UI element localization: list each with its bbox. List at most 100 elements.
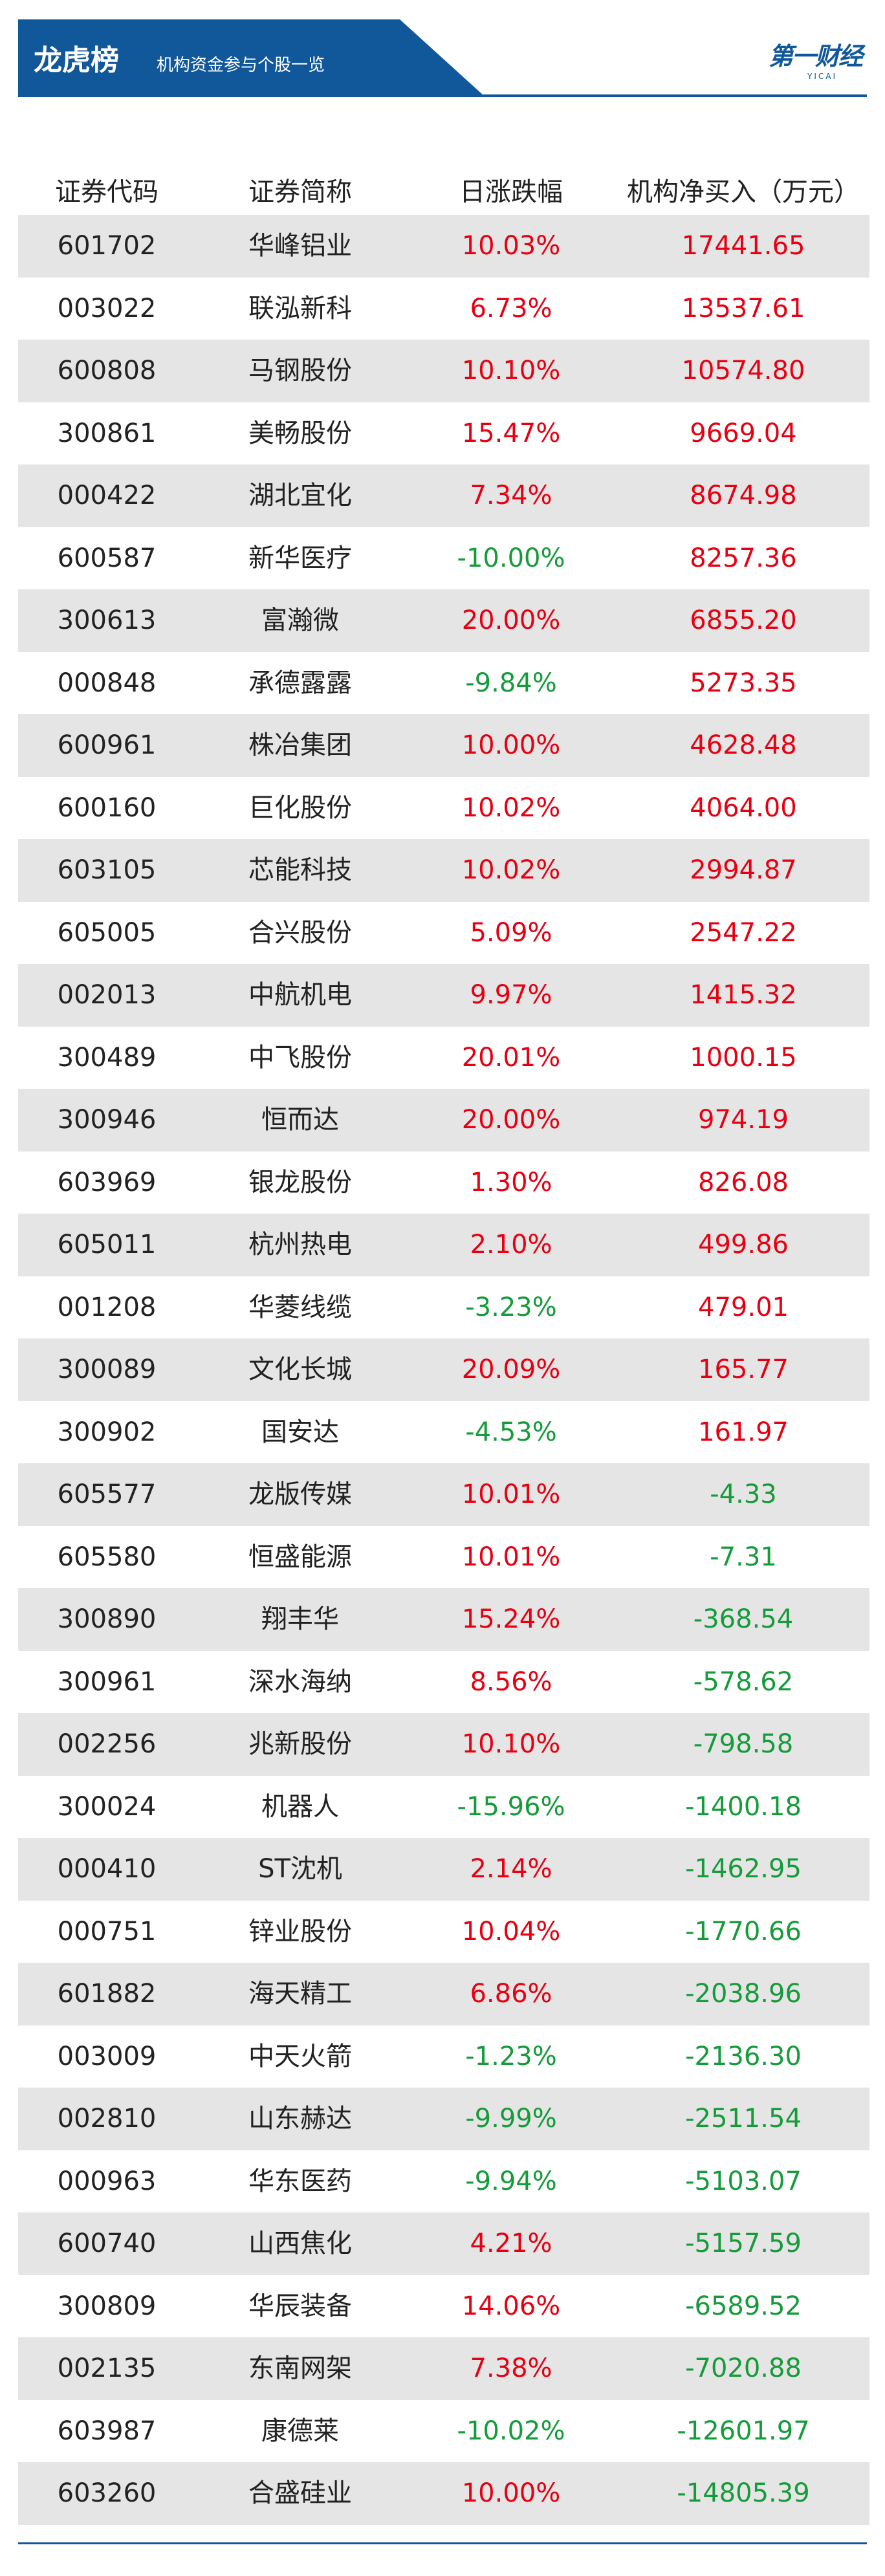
stock-name-cell: 华峰铝业 xyxy=(248,231,352,261)
net-buy-cell: -798.58 xyxy=(693,1729,794,1759)
stock-code-cell: 600808 xyxy=(57,356,157,386)
column-header-net-buy: 机构净买入（万元） xyxy=(627,177,860,207)
stock-name-cell: 锌业股份 xyxy=(248,1916,352,1947)
stock-name-cell: 株冶集团 xyxy=(248,730,352,760)
stock-code-cell: 605011 xyxy=(57,1230,157,1260)
stock-code-cell: 600160 xyxy=(57,792,157,823)
net-buy-cell: -2038.96 xyxy=(685,1979,802,2009)
stock-code-cell: 300961 xyxy=(57,1666,157,1697)
table-row: 300489 中飞股份 20.01% 1000.15 xyxy=(18,1027,869,1089)
daily-change-cell: 20.09% xyxy=(461,1355,561,1384)
stock-name-cell: 美畅股份 xyxy=(248,418,352,448)
stock-code-cell: 300089 xyxy=(57,1355,157,1384)
daily-change-cell: 15.24% xyxy=(461,1604,561,1634)
net-buy-cell: 165.77 xyxy=(698,1355,789,1384)
stock-name-cell: 华辰装备 xyxy=(248,2291,352,2321)
net-buy-cell: 1415.32 xyxy=(690,980,797,1010)
table-row: 300089 文化长城 20.09% 165.77 xyxy=(18,1338,869,1401)
stock-name-cell: 承德露露 xyxy=(248,668,352,698)
net-buy-cell: 4064.00 xyxy=(690,792,797,823)
net-buy-cell: -12601.97 xyxy=(677,2416,810,2446)
table-row: 000963 华东医药 -9.94% -5103.07 xyxy=(18,2150,869,2213)
daily-change-cell: -9.99% xyxy=(465,2104,557,2134)
daily-change-cell: 7.34% xyxy=(470,481,552,510)
stock-code-cell: 601702 xyxy=(57,231,157,261)
stock-name-cell: 康德莱 xyxy=(261,2416,339,2446)
daily-change-cell: 9.97% xyxy=(470,980,552,1010)
stock-name-cell: 杭州热电 xyxy=(248,1230,352,1260)
daily-change-cell: 8.56% xyxy=(470,1666,552,1697)
stock-code-cell: 603260 xyxy=(57,2478,157,2508)
stock-code-cell: 300024 xyxy=(57,1791,157,1822)
stock-code-cell: 603969 xyxy=(57,1167,157,1197)
stock-name-cell: 巨化股份 xyxy=(248,792,352,823)
column-header-code: 证券代码 xyxy=(55,177,158,207)
title-banner xyxy=(18,19,484,96)
stock-code-cell: 000422 xyxy=(57,481,157,510)
net-buy-cell: 6855.20 xyxy=(690,606,797,635)
stock-name-cell: 联泓新科 xyxy=(248,293,352,323)
stock-code-cell: 003009 xyxy=(57,2041,157,2071)
daily-change-cell: 20.00% xyxy=(461,606,561,635)
table-row: 300961 深水海纳 8.56% -578.62 xyxy=(18,1651,869,1714)
daily-change-cell: -9.84% xyxy=(465,668,557,698)
daily-change-cell: 10.02% xyxy=(461,855,561,885)
stock-code-cell: 300902 xyxy=(57,1417,157,1447)
net-buy-cell: 8257.36 xyxy=(690,543,797,573)
institution-net-buy-table: 证券代码 证券简称 日涨跌幅 机构净买入（万元） 601702 华峰铝业 10.03… xyxy=(18,169,869,2525)
stock-name-cell: 中航机电 xyxy=(248,980,352,1010)
table-row: 300902 国安达 -4.53% 161.97 xyxy=(18,1401,869,1464)
net-buy-cell: -7.31 xyxy=(710,1542,777,1572)
net-buy-cell: 5273.35 xyxy=(690,668,797,698)
footer-divider xyxy=(18,2542,867,2544)
daily-change-cell: 20.00% xyxy=(461,1105,561,1135)
daily-change-cell: 14.06% xyxy=(461,2291,561,2321)
table-row: 600160 巨化股份 10.02% 4064.00 xyxy=(18,777,869,840)
stock-name-cell: 芯能科技 xyxy=(248,855,352,885)
stock-name-cell: 合盛硅业 xyxy=(248,2478,352,2508)
table-row: 603987 康德莱 -10.02% -12601.97 xyxy=(18,2400,869,2463)
stock-code-cell: 000963 xyxy=(57,2166,157,2196)
stock-name-cell: 深水海纳 xyxy=(248,1666,352,1697)
net-buy-cell: 4628.48 xyxy=(690,730,797,760)
net-buy-cell: 479.01 xyxy=(698,1292,789,1322)
table-row: 001208 华菱线缆 -3.23% 479.01 xyxy=(18,1276,869,1339)
daily-change-cell: -1.23% xyxy=(465,2041,557,2071)
page-title: 龙虎榜 xyxy=(34,44,119,77)
stock-name-cell: 文化长城 xyxy=(248,1355,352,1384)
stock-code-cell: 600961 xyxy=(57,730,157,760)
stock-code-cell: 002256 xyxy=(57,1729,157,1759)
stock-name-cell: 翔丰华 xyxy=(261,1604,339,1634)
table-row: 300946 恒而达 20.00% 974.19 xyxy=(18,1089,869,1152)
table-row: 002810 山东赫达 -9.99% -2511.54 xyxy=(18,2088,869,2150)
logo-subtext: YICAI xyxy=(807,72,837,81)
table-row: 003022 联泓新科 6.73% 13537.61 xyxy=(18,278,869,340)
table-row: 000410 ST沈机 2.14% -1462.95 xyxy=(18,1838,869,1901)
stock-code-cell: 300613 xyxy=(57,606,157,635)
net-buy-cell: 13537.61 xyxy=(681,293,805,323)
table-row: 605005 合兴股份 5.09% 2547.22 xyxy=(18,902,869,965)
stock-name-cell: 山西焦化 xyxy=(248,2229,352,2258)
stock-code-cell: 300946 xyxy=(57,1105,157,1135)
daily-change-cell: 2.10% xyxy=(470,1230,552,1260)
net-buy-cell: -1770.66 xyxy=(685,1916,802,1947)
net-buy-cell: 2547.22 xyxy=(690,917,797,948)
net-buy-cell: 10574.80 xyxy=(681,356,805,386)
stock-code-cell: 603987 xyxy=(57,2416,157,2446)
daily-change-cell: 10.04% xyxy=(461,1916,561,1947)
stock-code-cell: 605005 xyxy=(57,917,157,948)
table-row: 000848 承德露露 -9.84% 5273.35 xyxy=(18,652,869,715)
stock-name-cell: ST沈机 xyxy=(258,1854,342,1884)
net-buy-cell: 17441.65 xyxy=(681,231,805,261)
daily-change-cell: 10.00% xyxy=(461,730,561,760)
net-buy-cell: 161.97 xyxy=(698,1417,789,1447)
header: 龙虎榜 机构资金参与个股一览 第一财经 YICAI xyxy=(0,0,885,97)
stock-code-cell: 605580 xyxy=(57,1542,157,1572)
stock-name-cell: 湖北宜化 xyxy=(248,481,352,510)
daily-change-cell: 10.01% xyxy=(461,1479,561,1509)
header-divider xyxy=(18,94,867,97)
stock-code-cell: 600587 xyxy=(57,543,157,573)
daily-change-cell: 15.47% xyxy=(461,418,561,448)
net-buy-cell: 2994.87 xyxy=(690,855,797,885)
stock-name-cell: 银龙股份 xyxy=(248,1167,352,1197)
